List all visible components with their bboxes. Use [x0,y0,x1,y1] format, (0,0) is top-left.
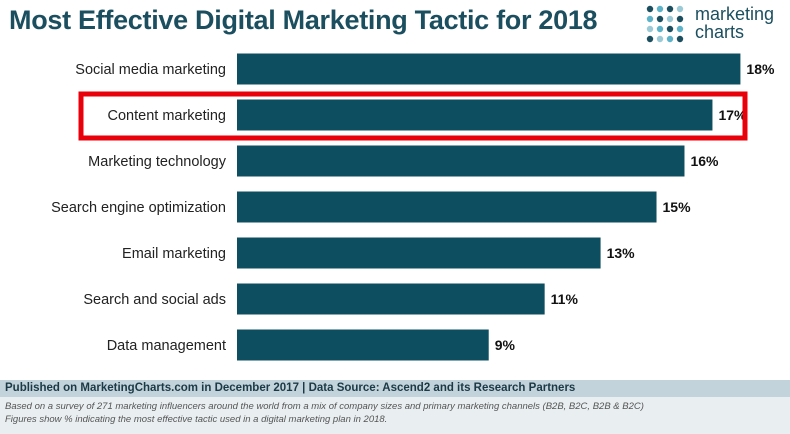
logo-dot [646,15,654,23]
logo-dot [666,25,674,33]
logo-dot [676,35,684,43]
logo-dot [676,5,684,13]
logo-dot [656,35,664,43]
bar-search-and-social-ads [237,283,545,315]
logo-dot [656,15,664,23]
value-label: 11% [551,291,579,307]
value-label: 16% [690,153,719,169]
logo-dot [666,15,674,23]
logo-dot [656,5,664,13]
category-label: Data management [107,338,226,354]
highlight-box [78,91,748,141]
logo-dots-icon [646,5,684,43]
bar-content-marketing [237,99,713,131]
value-label: 9% [495,337,516,353]
category-label: Marketing technology [88,154,227,170]
logo-dot [676,25,684,33]
logo-text: marketing charts [695,5,774,41]
logo-dot [656,25,664,33]
footer: Published on MarketingCharts.com in Dece… [0,380,790,434]
bar-chart: Social media marketing 18% Content marketi… [51,53,775,361]
logo-dot [666,5,674,13]
logo-dot [676,15,684,23]
chart-title: Most Effective Digital Marketing Tactic … [9,5,598,35]
marketingcharts-logo: marketing charts [645,4,785,44]
logo-text-line2: charts [695,22,745,42]
value-label: 18% [746,61,775,77]
category-label: Social media marketing [75,62,226,78]
logo-dot [646,35,654,43]
logo-dot [646,25,654,33]
bar-email-marketing [237,237,601,269]
logo-dot [646,5,654,13]
bar-social-media-marketing [237,53,741,85]
bar-data-management [237,329,489,361]
footer-publish-bar [0,380,790,397]
category-label: Search engine optimization [51,200,226,216]
footer-figures-note: Figures show % indicating the most effec… [5,414,388,425]
footer-published-text: Published on MarketingCharts.com in Dece… [5,382,576,394]
value-label: 15% [663,199,692,215]
bar-search-engine-optimization [237,191,657,223]
bar-marketing-technology [237,145,685,177]
logo-text-line1: marketing [695,4,775,24]
value-label: 17% [718,107,747,123]
value-label: 13% [607,245,636,261]
logo-dot [666,35,674,43]
category-label: Email marketing [122,246,226,262]
category-label: Content marketing [108,108,226,124]
category-label: Search and social ads [83,292,226,308]
footer-survey-note: Based on a survey of 271 marketing influ… [5,401,644,412]
